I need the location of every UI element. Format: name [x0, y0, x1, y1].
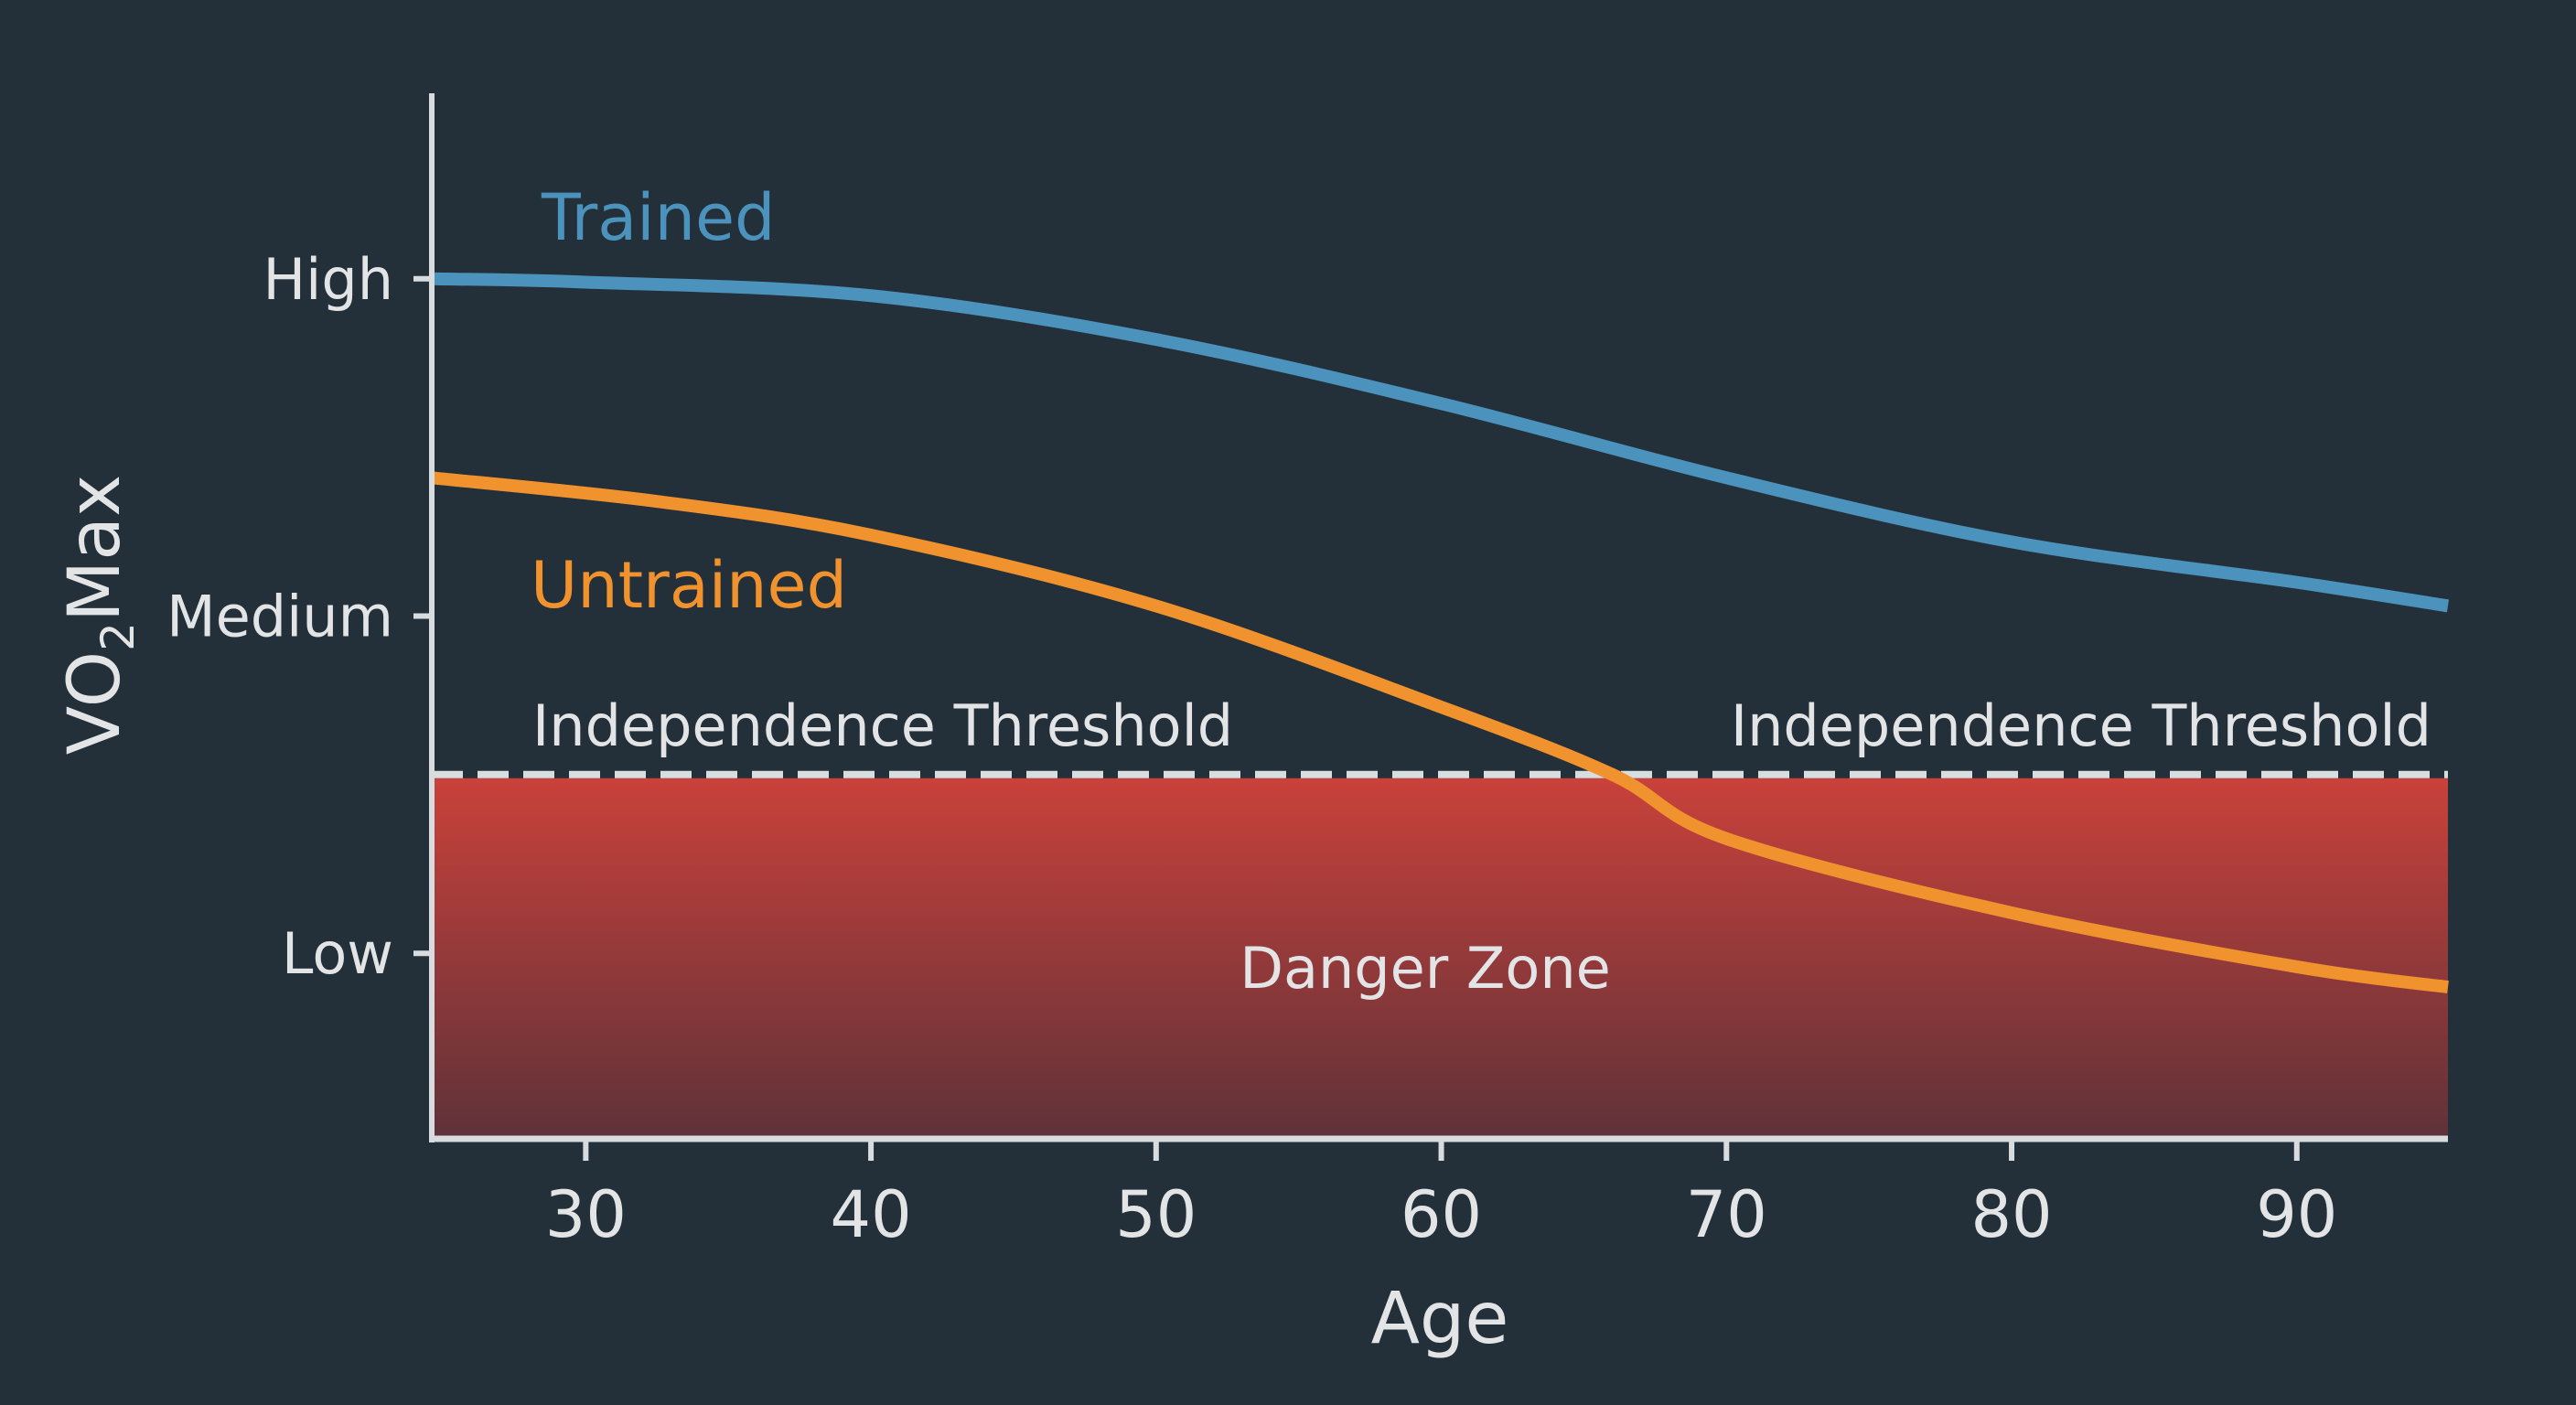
y-tick-label-low: Low — [282, 920, 393, 987]
x-axis-title: Age — [1371, 1278, 1509, 1360]
y-axis-title-main: VO — [54, 651, 136, 755]
y-tick-label-high: High — [263, 246, 394, 313]
x-tick-label: 50 — [1115, 1177, 1197, 1252]
x-tick-label: 60 — [1401, 1177, 1482, 1252]
series-label-untrained: Untrained — [531, 548, 847, 623]
y-axis-title-rest: Max — [54, 475, 136, 622]
x-tick-label: 70 — [1686, 1177, 1767, 1252]
x-tick-label: 40 — [831, 1177, 912, 1252]
danger-zone — [432, 778, 2448, 1139]
series-line-untrained — [431, 471, 2449, 994]
x-tick-label: 30 — [545, 1177, 627, 1252]
danger-zone-label: Danger Zone — [1240, 935, 1611, 1002]
y-axis-title: VO2Max — [54, 475, 145, 755]
y-axis-title-sub: 2 — [91, 622, 145, 651]
series-line-trained — [431, 272, 2450, 613]
threshold-label-left: Independence Threshold — [532, 692, 1233, 759]
x-tick-label: 90 — [2256, 1177, 2337, 1252]
threshold-label-right: Independence Threshold — [1731, 692, 2431, 759]
x-tick-label: 80 — [1970, 1177, 2052, 1252]
y-tick-label-medium: Medium — [166, 584, 393, 650]
series-label-trained: Trained — [541, 180, 775, 255]
